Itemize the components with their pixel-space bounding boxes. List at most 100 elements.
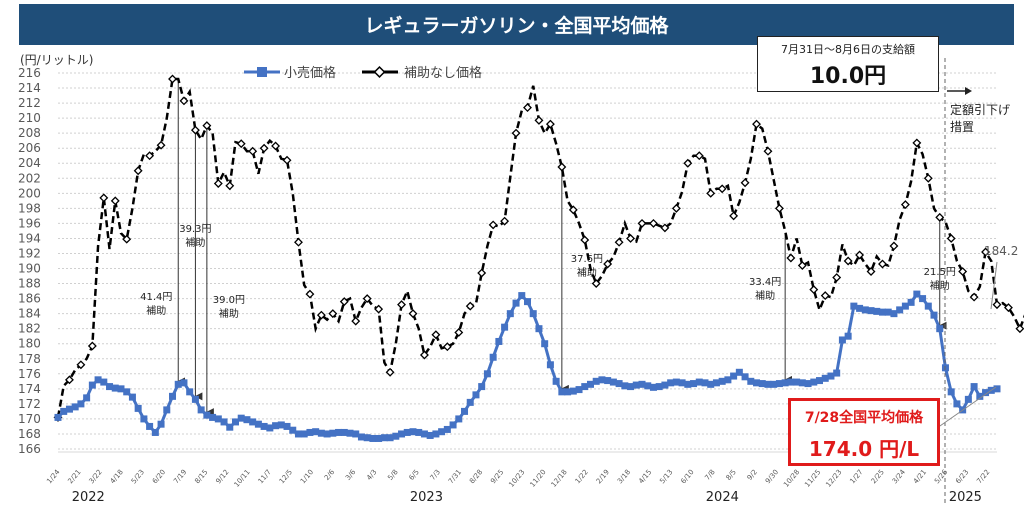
retail-point bbox=[443, 425, 451, 433]
no-subsidy-point bbox=[316, 310, 326, 320]
y-tick-label: 204 bbox=[18, 156, 41, 170]
retail-point bbox=[690, 380, 698, 388]
no-subsidy-point bbox=[534, 115, 544, 125]
y-tick-label: 202 bbox=[18, 171, 41, 185]
retail-point bbox=[489, 353, 497, 361]
year-label: 2024 bbox=[706, 490, 739, 505]
retail-point bbox=[861, 306, 869, 314]
subsidy-label: 補助 bbox=[755, 289, 775, 302]
no-subsidy-point bbox=[133, 166, 143, 176]
retail-point bbox=[524, 298, 531, 306]
y-tick-label: 200 bbox=[18, 186, 41, 200]
retail-point bbox=[672, 378, 680, 386]
retail-point bbox=[970, 383, 978, 391]
retail-point bbox=[191, 395, 199, 403]
y-axis-unit: (円/リットル) bbox=[20, 53, 94, 67]
no-subsidy-point bbox=[809, 285, 819, 295]
subsidy-amount-label: 37.6円 bbox=[571, 254, 603, 265]
y-tick-label: 176 bbox=[18, 367, 41, 381]
no-subsidy-point bbox=[477, 268, 487, 278]
retail-point bbox=[88, 381, 96, 389]
no-subsidy-point bbox=[374, 304, 384, 314]
no-subsidy-point bbox=[225, 181, 235, 191]
x-tick-label: 4/3 bbox=[365, 468, 378, 482]
retail-point bbox=[993, 385, 1001, 393]
retail-point bbox=[266, 424, 274, 432]
retail-point bbox=[541, 340, 549, 348]
no-subsidy-point bbox=[408, 309, 418, 319]
retail-point bbox=[844, 332, 852, 340]
legend-retail-marker bbox=[257, 67, 267, 77]
retail-point bbox=[128, 393, 136, 401]
chart-title: レギュラーガソリン・全国平均価格 bbox=[19, 4, 1014, 45]
retail-point bbox=[930, 311, 938, 319]
legend-nosub-label: 補助なし価格 bbox=[404, 65, 482, 81]
no-subsidy-point bbox=[649, 218, 658, 228]
retail-point bbox=[747, 377, 755, 385]
retail-point bbox=[483, 370, 491, 378]
retail-point bbox=[380, 434, 388, 442]
retail-point bbox=[420, 430, 428, 438]
x-tick-label: 6/5 bbox=[407, 468, 420, 482]
retail-point bbox=[529, 310, 537, 318]
no-subsidy-point bbox=[557, 162, 567, 172]
retail-point bbox=[552, 377, 560, 385]
x-tick-label: 1/22 bbox=[574, 468, 590, 485]
retail-point bbox=[466, 398, 474, 406]
retail-point bbox=[237, 414, 245, 422]
x-tick-label: 6/20 bbox=[151, 468, 167, 485]
x-tick-label: 12/5 bbox=[278, 468, 294, 485]
y-tick-label: 178 bbox=[18, 352, 41, 366]
retail-point bbox=[163, 406, 171, 414]
retail-point bbox=[398, 430, 406, 438]
subsidy-label: 補助 bbox=[219, 307, 239, 320]
x-tick-label: 3/18 bbox=[616, 468, 632, 485]
retail-point bbox=[426, 431, 434, 439]
y-tick-label: 214 bbox=[18, 81, 41, 95]
retail-point bbox=[655, 383, 663, 391]
x-tick-label: 9/12 bbox=[214, 468, 230, 485]
redbox-leader-b bbox=[936, 386, 997, 429]
retail-point bbox=[581, 383, 589, 391]
y-tick-label: 168 bbox=[18, 427, 41, 441]
retail-point bbox=[157, 420, 165, 428]
x-tick-label: 6/10 bbox=[679, 468, 695, 485]
no-subsidy-point bbox=[946, 233, 956, 243]
x-tick-label: 2/6 bbox=[323, 468, 337, 482]
retail-point bbox=[890, 310, 898, 318]
x-tick-label: 3/22 bbox=[88, 468, 104, 485]
retail-point bbox=[203, 411, 211, 419]
no-subsidy-point bbox=[706, 188, 716, 198]
retail-point bbox=[947, 388, 955, 396]
end-value-leader bbox=[990, 261, 998, 310]
no-subsidy-point bbox=[1015, 324, 1024, 334]
retail-point bbox=[386, 434, 394, 442]
retail-point bbox=[277, 421, 285, 429]
no-subsidy-point bbox=[591, 279, 601, 289]
retail-point bbox=[231, 418, 239, 426]
no-subsidy-point bbox=[832, 273, 842, 282]
retail-point bbox=[169, 392, 177, 400]
x-tick-label: 8/28 bbox=[468, 468, 484, 485]
no-subsidy-point bbox=[431, 330, 441, 340]
retail-point bbox=[575, 386, 583, 394]
retail-point bbox=[455, 415, 463, 423]
retail-point bbox=[300, 430, 308, 438]
retail-point bbox=[850, 302, 858, 310]
retail-point bbox=[913, 290, 921, 298]
retail-point bbox=[976, 392, 984, 400]
retail-point bbox=[632, 381, 640, 389]
retail-point bbox=[375, 434, 383, 442]
subsidy-label: 補助 bbox=[185, 236, 205, 249]
year-label: 2022 bbox=[72, 490, 105, 505]
legend-retail-label: 小売価格 bbox=[284, 65, 336, 81]
retail-point bbox=[775, 380, 783, 388]
retail-point bbox=[180, 379, 188, 387]
retail-point bbox=[71, 403, 79, 411]
retail-point bbox=[867, 307, 875, 315]
retail-point bbox=[209, 413, 217, 421]
no-subsidy-point bbox=[271, 141, 281, 151]
retail-point bbox=[718, 377, 726, 385]
no-subsidy-point bbox=[168, 74, 177, 84]
retail-point bbox=[810, 378, 818, 386]
